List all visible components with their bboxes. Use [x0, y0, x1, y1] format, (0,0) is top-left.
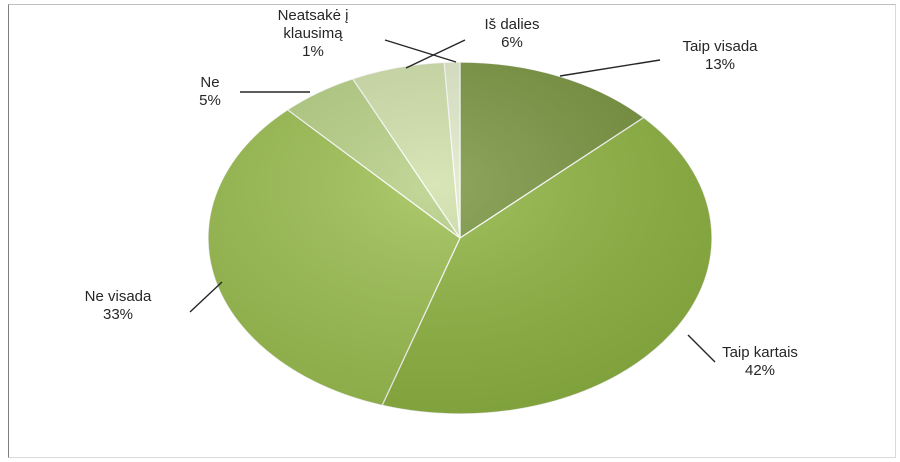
slice-label-taip-kartais: Taip kartais 42% [722, 344, 798, 379]
slice-percent-ne: 5% [199, 92, 221, 109]
slice-label-neatsake-i-klausima: Neatsakė į klausimą 1% [278, 7, 349, 60]
leader-line-ne-visada [189, 281, 223, 313]
slice-category-ne-visada: Ne visada [85, 288, 152, 305]
slice-percent-is-dalies: 6% [501, 34, 523, 51]
slice-label-ne: Ne 5% [199, 74, 221, 109]
slice-percent-neatsake-i-klausima: 1% [302, 43, 324, 60]
labels-layer: Taip visada 13% Taip kartais 42% Ne visada 33… [85, 7, 798, 379]
slice-category-neatsake-i-klausima: klausimą [283, 25, 343, 42]
slice-category-taip-kartais: Taip kartais [722, 344, 798, 361]
slice-percent-ne-visada: 33% [103, 306, 133, 323]
leaders-layer [189, 39, 716, 363]
chart-frame [8, 4, 896, 458]
leader-line-taip-kartais [687, 334, 716, 363]
slice-label-is-dalies: Iš dalies 6% [484, 16, 539, 51]
slice-category-neatsake-i-klausima: Neatsakė į [278, 7, 349, 24]
leader-line-neatsake-i-klausima [384, 39, 457, 63]
leader-line-taip-visada [559, 59, 661, 77]
leader-line-is-dalies [405, 39, 466, 69]
slice-label-taip-visada: Taip visada 13% [682, 38, 758, 73]
slice-category-taip-visada: Taip visada [682, 38, 758, 55]
slice-label-ne-visada: Ne visada 33% [85, 288, 152, 323]
slice-percent-taip-kartais: 42% [745, 362, 775, 379]
slice-category-is-dalies: Iš dalies [484, 16, 539, 33]
slice-category-ne: Ne [200, 74, 219, 91]
slice-percent-taip-visada: 13% [705, 56, 735, 73]
slices-layer [207, 61, 713, 415]
